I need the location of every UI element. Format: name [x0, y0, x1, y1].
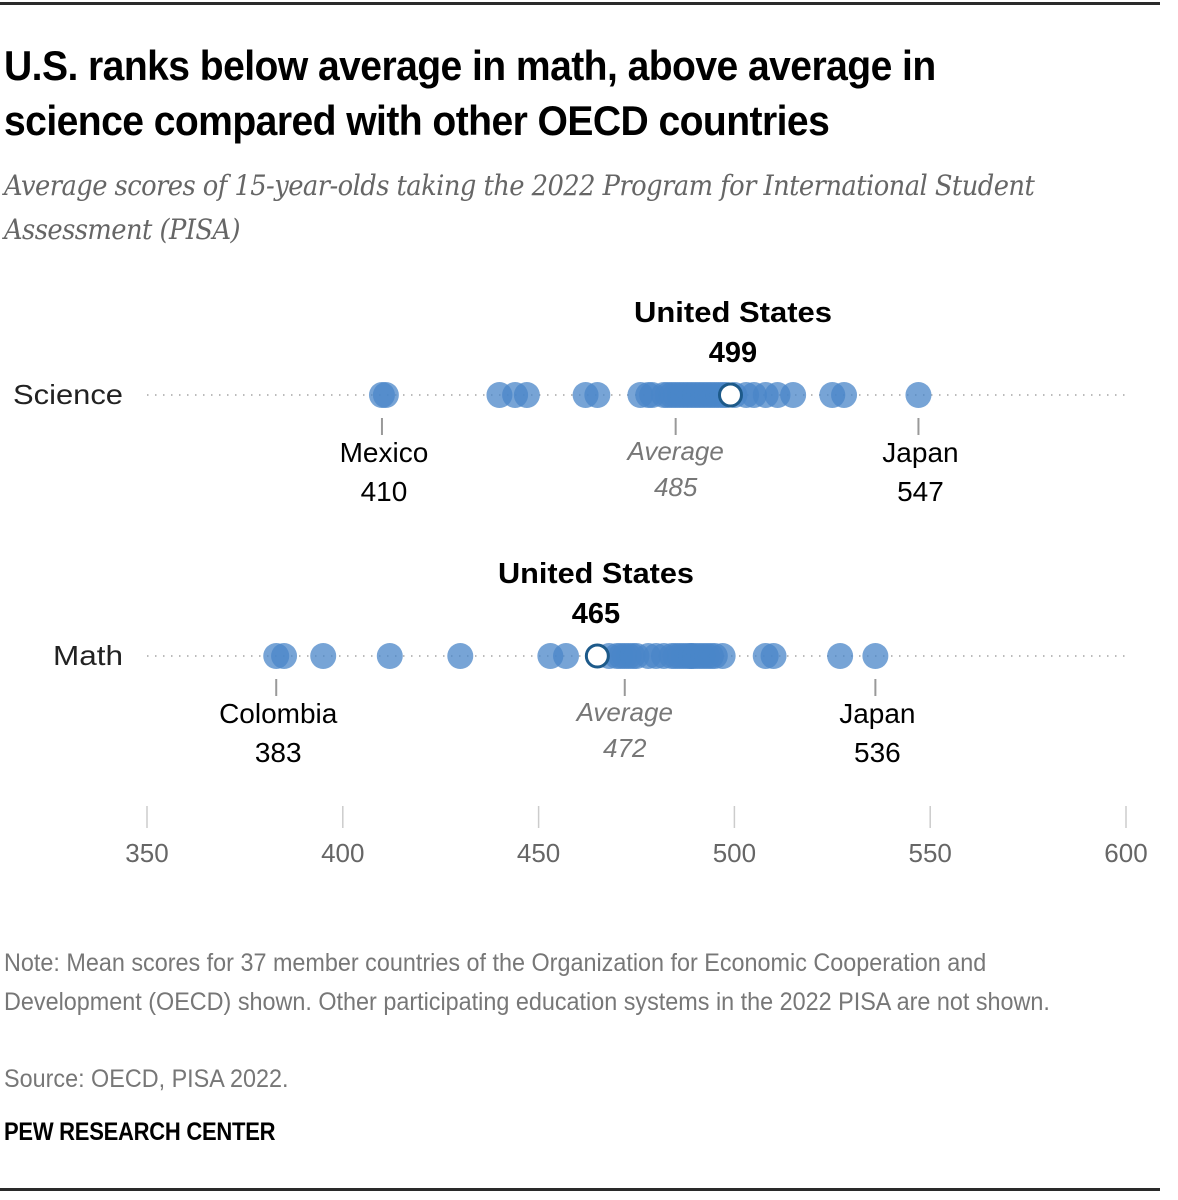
- dot-math-34: [862, 643, 889, 669]
- average-label-science: Average: [625, 436, 723, 466]
- x-tick-label-400: 400: [321, 838, 364, 868]
- dot-math-3: [376, 643, 403, 669]
- dot-science-6: [584, 382, 611, 408]
- min-value-math: 383: [255, 737, 302, 768]
- max-value-math: 536: [854, 737, 901, 768]
- row-label-science: Science: [13, 379, 123, 410]
- dot-science-4: [513, 382, 540, 408]
- max-name-math: Japan: [839, 698, 915, 729]
- row-label-math: Math: [53, 640, 123, 671]
- highlight-dot-math: [584, 643, 610, 669]
- dot-math-33: [827, 643, 854, 669]
- dot-math-32: [760, 643, 787, 669]
- chart-title: U.S. ranks below average in math, above …: [4, 42, 936, 144]
- max-name-science: Japan: [882, 437, 958, 468]
- dot-science-32: [780, 382, 807, 408]
- highlight-dot-science: [717, 382, 743, 408]
- x-tick-label-600: 600: [1104, 838, 1147, 868]
- top-rule: [0, 2, 1160, 5]
- highlight-value-science: 499: [709, 337, 757, 369]
- dot-science-34: [831, 382, 858, 408]
- max-value-science: 547: [897, 476, 944, 507]
- highlight-value-math: 465: [572, 598, 620, 630]
- x-tick-label-450: 450: [517, 838, 560, 868]
- x-tick-label-350: 350: [125, 838, 168, 868]
- x-tick-label-500: 500: [713, 838, 756, 868]
- bottom-rule: [0, 1188, 1160, 1191]
- average-label-math: Average: [575, 697, 673, 727]
- dot-science-1: [372, 382, 399, 408]
- chart-source: Source: OECD, PISA 2022.: [4, 1065, 289, 1093]
- highlight-name-math: United States: [498, 558, 694, 590]
- dot-math-6: [553, 643, 580, 669]
- min-value-science: 410: [361, 476, 408, 507]
- highlight-name-science: United States: [634, 297, 832, 329]
- dot-math-4: [447, 643, 474, 669]
- pew-logo-text: PEW RESEARCH CENTER: [4, 1118, 276, 1146]
- dot-math-1: [271, 643, 298, 669]
- dot-science-35: [905, 382, 932, 408]
- min-name-math: Colombia: [219, 698, 338, 729]
- average-value-science: 485: [654, 472, 698, 502]
- dot-strip-chart: Science United States 499 Mexico 410 Japan 547…: [13, 297, 1148, 868]
- average-value-math: 472: [603, 733, 647, 763]
- min-name-science: Mexico: [340, 437, 429, 468]
- dot-math-2: [310, 643, 337, 669]
- chart-note: Note: Mean scores for 37 member countrie…: [4, 949, 1050, 1016]
- x-tick-label-550: 550: [909, 838, 952, 868]
- dot-math-30: [709, 643, 736, 669]
- chart-subtitle: Average scores of 15-year-olds taking th…: [4, 169, 1035, 246]
